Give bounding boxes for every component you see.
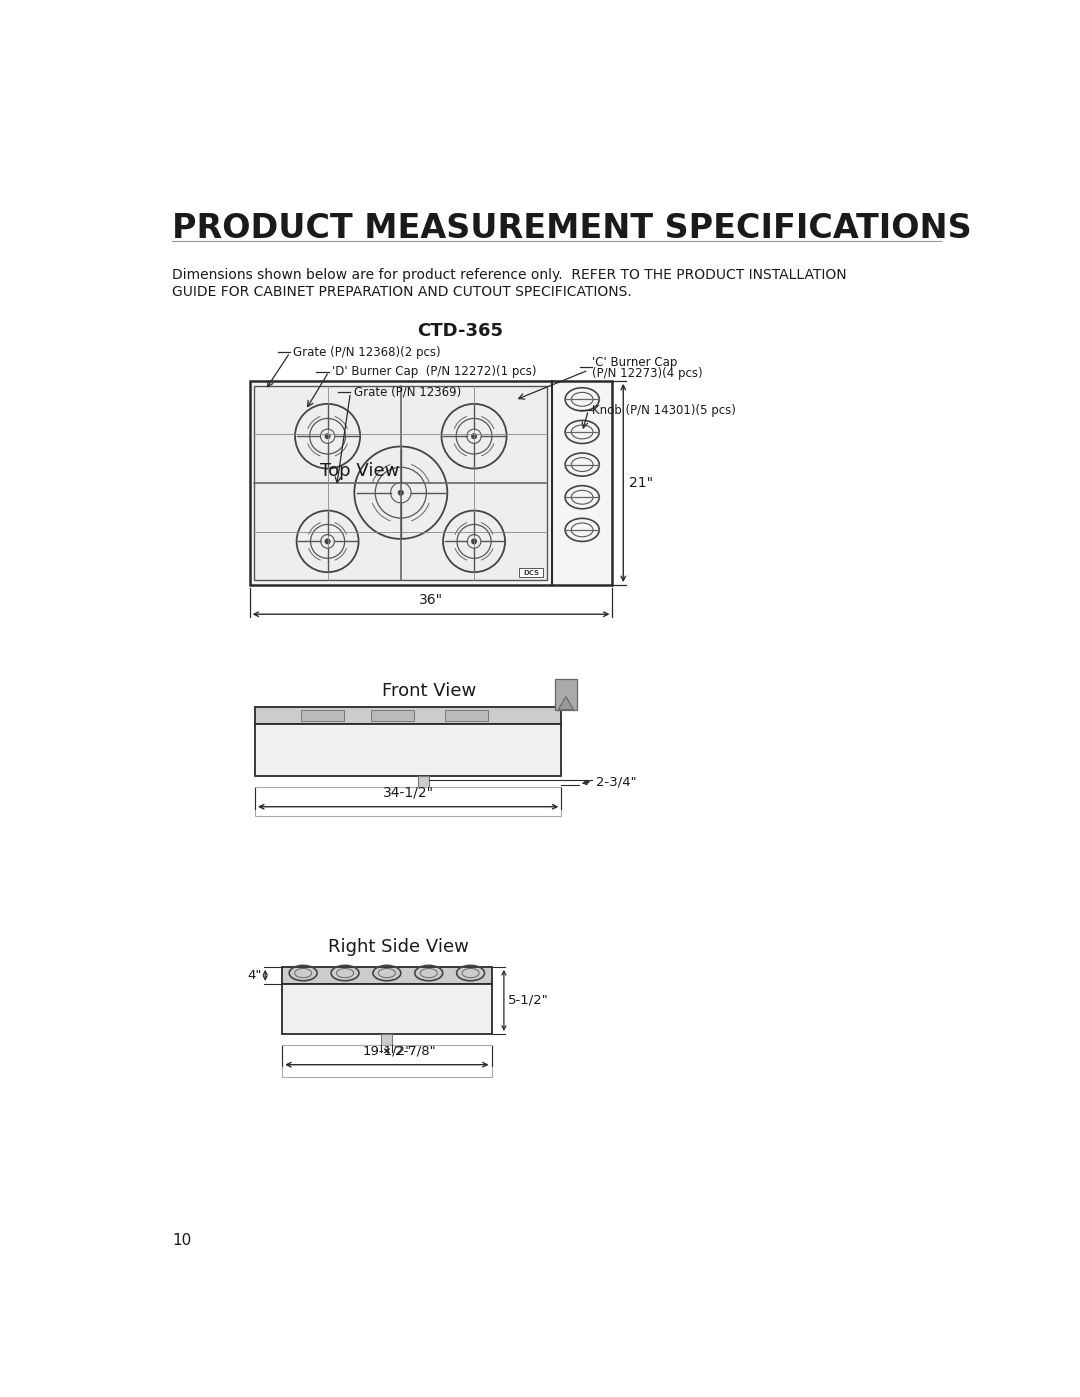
Bar xyxy=(418,775,429,787)
Text: Right Side View: Right Side View xyxy=(328,937,469,956)
Bar xyxy=(255,386,548,580)
Bar xyxy=(372,710,414,721)
Bar xyxy=(255,787,562,816)
Circle shape xyxy=(325,434,329,439)
Bar xyxy=(255,707,562,724)
Text: 21": 21" xyxy=(630,476,653,490)
Text: 'C' Burner Cap: 'C' Burner Cap xyxy=(592,356,677,369)
Circle shape xyxy=(472,434,476,439)
Text: Grate (P/N 12369): Grate (P/N 12369) xyxy=(353,386,461,400)
Circle shape xyxy=(399,490,403,495)
Bar xyxy=(381,1034,392,1045)
Bar xyxy=(282,967,491,983)
Circle shape xyxy=(325,539,329,543)
Bar xyxy=(445,710,487,721)
Text: 34-1/2": 34-1/2" xyxy=(382,785,434,800)
Text: 4": 4" xyxy=(247,970,261,982)
Text: GUIDE FOR CABINET PREPARATION AND CUTOUT SPECIFICATIONS.: GUIDE FOR CABINET PREPARATION AND CUTOUT… xyxy=(172,285,632,299)
Text: 10: 10 xyxy=(172,1232,191,1248)
Bar xyxy=(519,569,542,577)
Text: Front View: Front View xyxy=(382,682,476,700)
Text: Knob (P/N 14301)(5 pcs): Knob (P/N 14301)(5 pcs) xyxy=(592,404,737,416)
Polygon shape xyxy=(558,697,573,710)
Text: 19-1/2": 19-1/2" xyxy=(362,1045,411,1058)
Text: 5-1/2": 5-1/2" xyxy=(508,993,549,1007)
Bar xyxy=(249,381,612,585)
Text: Top View: Top View xyxy=(320,462,400,481)
Text: (P/N 12273)(4 pcs): (P/N 12273)(4 pcs) xyxy=(592,367,703,380)
Circle shape xyxy=(472,539,476,543)
Text: Grate (P/N 12368)(2 pcs): Grate (P/N 12368)(2 pcs) xyxy=(293,346,441,359)
Bar xyxy=(301,710,343,721)
Text: Dimensions shown below are for product reference only.  REFER TO THE PRODUCT INS: Dimensions shown below are for product r… xyxy=(172,268,847,282)
Text: 2-3/4": 2-3/4" xyxy=(596,775,637,789)
Bar xyxy=(555,679,577,710)
Text: 'D' Burner Cap  (P/N 12272)(1 pcs): 'D' Burner Cap (P/N 12272)(1 pcs) xyxy=(332,365,537,379)
Text: PRODUCT MEASUREMENT SPECIFICATIONS: PRODUCT MEASUREMENT SPECIFICATIONS xyxy=(172,212,972,246)
Bar xyxy=(282,983,491,1034)
Text: 2-7/8": 2-7/8" xyxy=(395,1045,436,1058)
Text: 36": 36" xyxy=(419,594,443,608)
Text: CTD-365: CTD-365 xyxy=(418,321,503,339)
Bar xyxy=(282,1045,491,1077)
Text: DCS: DCS xyxy=(523,570,539,576)
Bar xyxy=(255,724,562,775)
